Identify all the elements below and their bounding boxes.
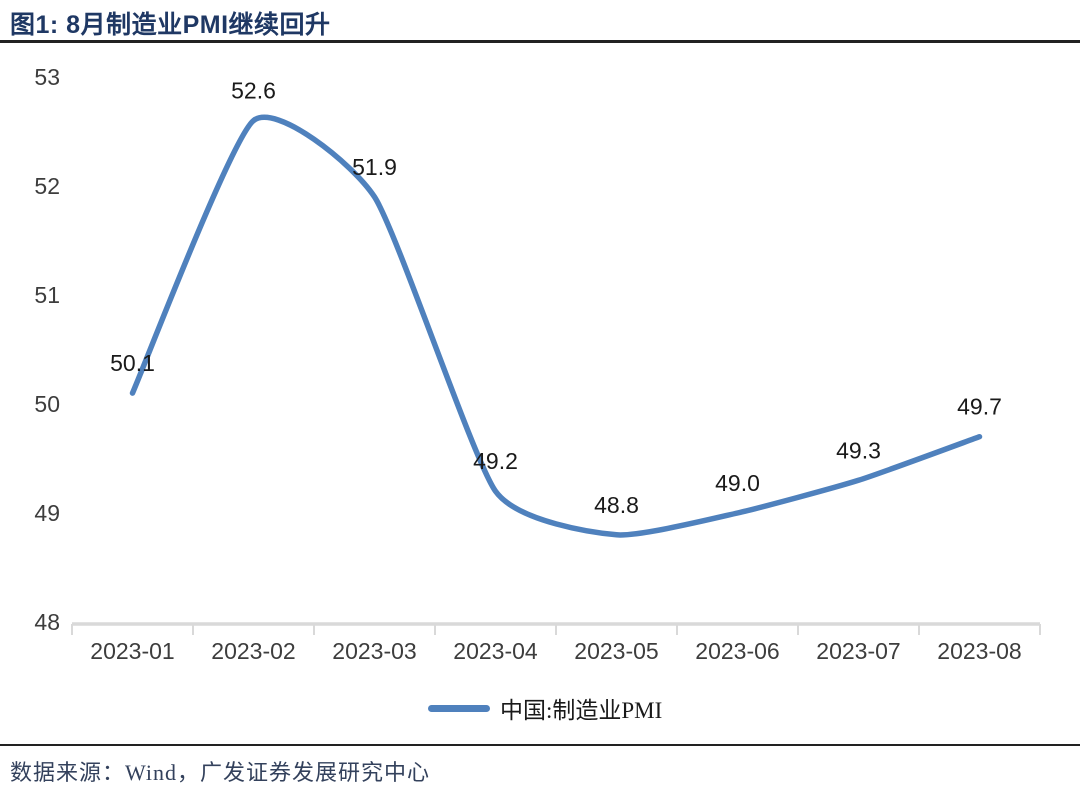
data-point-label: 52.6 [231, 78, 276, 104]
x-axis-tick-label: 2023-01 [90, 638, 174, 664]
data-point-label: 50.1 [110, 350, 155, 376]
line-series-swatch-icon [428, 704, 490, 712]
data-point-label: 51.9 [352, 154, 397, 180]
x-axis-tick-label: 2023-04 [453, 638, 538, 664]
y-axis-tick-label: 50 [34, 391, 60, 417]
footer-divider [0, 744, 1080, 746]
data-point-label: 48.8 [594, 492, 639, 518]
y-axis-tick-label: 51 [34, 282, 60, 308]
pmi-line-chart: 48 49 50 51 52 53 2023-01 2023-02 2023-03 2023-04… [34, 64, 1041, 664]
x-axis-tick-label: 2023-07 [816, 638, 900, 664]
x-axis-tick-label: 2023-03 [332, 638, 416, 664]
data-point-label: 49.3 [836, 437, 881, 463]
data-source-text: 数据来源：Wind，广发证券发展研究中心 [10, 760, 430, 785]
x-axis-tick-label: 2023-06 [695, 638, 779, 664]
data-point-label: 49.0 [715, 470, 760, 496]
y-axis-tick-label: 53 [34, 64, 60, 90]
data-point-label: 49.2 [473, 448, 518, 474]
y-axis-tick-label: 52 [34, 173, 60, 199]
data-point-label: 49.7 [957, 394, 1002, 420]
x-axis-tick-label: 2023-02 [211, 638, 295, 664]
y-axis-tick-label: 48 [34, 609, 60, 635]
pmi-series-line [129, 114, 983, 538]
x-axis-tick-label: 2023-05 [574, 638, 658, 664]
x-axis-tick-label: 2023-08 [937, 638, 1021, 664]
legend-series-label: 中国:制造业PMI [500, 698, 663, 723]
title-divider [0, 40, 1080, 43]
chart-title: 图1: 8月制造业PMI继续回升 [10, 11, 331, 39]
chart-legend: 中国:制造业PMI [428, 691, 662, 725]
y-axis-tick-label: 49 [34, 500, 60, 526]
